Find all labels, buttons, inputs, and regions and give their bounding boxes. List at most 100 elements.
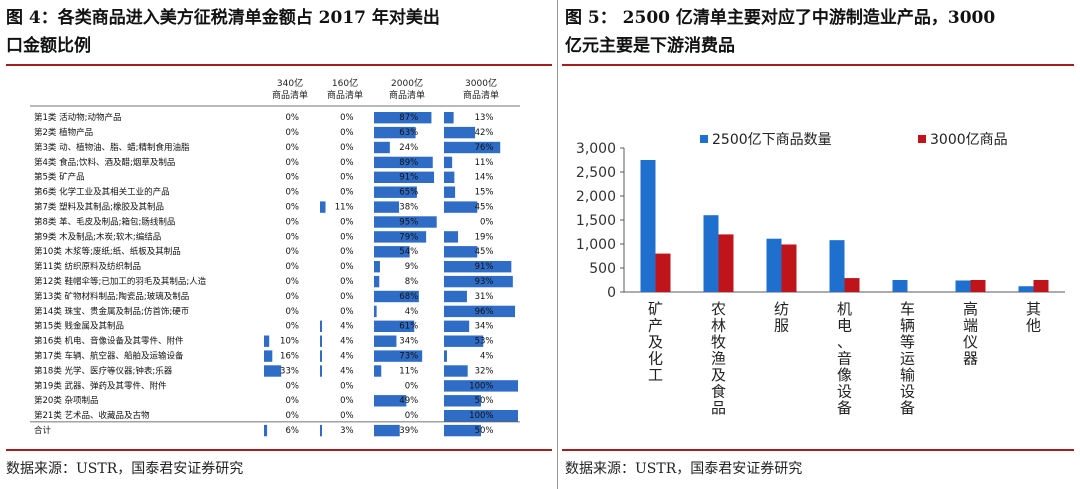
cell-value: 10% — [280, 337, 299, 347]
cell-value: 14% — [475, 173, 494, 183]
legend-label: 3000亿商品 — [930, 132, 1008, 148]
row-label: 第4类 食品;饮料、酒及醋;烟草及制品 — [34, 157, 175, 168]
cell-bar — [264, 335, 270, 347]
cell-value: 11% — [335, 203, 354, 213]
cell-value: 0% — [285, 411, 299, 421]
cell-value: 87% — [399, 113, 418, 123]
cell-value: 16% — [280, 352, 299, 362]
cell-value: 4% — [405, 307, 419, 317]
cell-value: 0% — [285, 143, 299, 153]
right-source: 数据来源：USTR，国泰君安证券研究 — [565, 461, 803, 477]
cell-value: 0% — [285, 396, 299, 406]
x-tick-label: 其他 — [1026, 300, 1041, 335]
bar — [1018, 286, 1034, 292]
cell-bar — [320, 424, 322, 437]
row-label: 第2类 植物产品 — [34, 127, 93, 138]
cell-bar — [444, 410, 518, 422]
cell-bar — [374, 141, 390, 154]
cell-value: 0% — [285, 128, 299, 138]
row-label: 第11类 纺织原料及纺织制品 — [34, 261, 141, 272]
bar — [970, 280, 986, 292]
cell-value: 32% — [475, 366, 494, 376]
cell-bar — [374, 171, 435, 183]
legend-label: 2500亿下商品数量 — [712, 132, 832, 148]
left-title-rule — [6, 64, 552, 66]
cell-bar — [444, 335, 484, 347]
cell-bar — [444, 380, 518, 392]
cell-value: 45% — [475, 247, 494, 257]
cell-value: 0% — [285, 322, 299, 332]
row-label: 第9类 木及制品;木炭;软木;编结品 — [34, 231, 161, 242]
cell-value: 91% — [475, 262, 494, 272]
cell-value: 13% — [475, 113, 494, 123]
row-label: 第17类 车辆、航空器、船舶及运输设备 — [34, 351, 184, 362]
cell-value: 53% — [475, 337, 494, 347]
right-title-rule — [562, 64, 1074, 66]
cell-bar — [374, 275, 380, 288]
row-label: 第6类 化学工业及其相关工业的产品 — [34, 187, 170, 198]
cell-bar — [374, 216, 437, 228]
cell-value: 4% — [340, 322, 354, 332]
cell-value: 0% — [340, 113, 354, 123]
cell-bar — [444, 171, 455, 183]
cell-value: 0% — [285, 381, 299, 391]
bar — [655, 253, 671, 292]
cell-value: 54% — [399, 247, 418, 257]
cell-bar — [374, 320, 415, 332]
x-tick-label: 车辆等运输设备 — [900, 300, 915, 417]
row-label: 第12类 鞋帽伞等;已加工的羽毛及其制品;人造 — [34, 276, 207, 287]
cell-bar — [320, 335, 322, 347]
cell-value: 19% — [475, 232, 494, 242]
cell-value: 79% — [399, 232, 418, 242]
cell-value: 96% — [475, 307, 494, 317]
bar — [640, 160, 656, 292]
cell-bar — [374, 350, 423, 362]
cell-value: 3% — [340, 426, 354, 436]
cell-value: 34% — [475, 322, 494, 332]
cell-value: 0% — [340, 232, 354, 242]
cell-value: 0% — [285, 247, 299, 257]
cell-value: 9% — [405, 262, 419, 272]
row-label: 第13类 矿物材料制品;陶瓷品;玻璃及制品 — [34, 291, 189, 302]
row-label: 第20类 杂项制品 — [34, 395, 99, 406]
column-header: 160亿商品清单 — [327, 77, 363, 101]
cell-value: 42% — [475, 128, 494, 138]
cell-value: 49% — [399, 396, 418, 406]
y-tick-label: 1,500 — [576, 213, 616, 229]
cell-value: 0% — [285, 232, 299, 242]
cell-value: 91% — [399, 173, 418, 183]
cell-value: 0% — [340, 292, 354, 302]
cell-bar — [444, 156, 453, 169]
cell-value: 0% — [285, 203, 299, 213]
cell-bar — [374, 156, 433, 169]
y-tick-label: 3,000 — [576, 141, 616, 157]
cell-bar — [444, 275, 513, 288]
cell-bar — [444, 112, 454, 124]
cell-value: 0% — [285, 217, 299, 227]
cell-value: 0% — [285, 173, 299, 183]
y-tick-label: 0 — [607, 285, 616, 301]
y-tick-label: 1,000 — [576, 237, 616, 253]
cell-value: 0% — [480, 217, 494, 227]
cell-value: 0% — [340, 262, 354, 272]
row-label: 第1类 活动物;动物产品 — [34, 112, 121, 123]
cell-bar — [444, 305, 516, 318]
bar — [766, 238, 782, 292]
x-tick-label: 农林牧渔及食品 — [711, 300, 726, 417]
cell-value: 0% — [340, 188, 354, 198]
cell-value: 4% — [340, 352, 354, 362]
cell-value: 4% — [340, 337, 354, 347]
cell-bar — [374, 126, 416, 139]
right-bar-chart: 2500亿下商品数量 3000亿商品 0 500 1,000 1,500 2,000 2,50… — [560, 120, 1080, 430]
cell-bar — [444, 186, 456, 198]
cell-bar — [374, 290, 419, 303]
cell-bar — [444, 231, 459, 243]
cell-value: 0% — [405, 381, 419, 391]
cell-value: 0% — [340, 381, 354, 391]
cell-bar — [444, 350, 447, 362]
cell-value: 8% — [405, 277, 419, 287]
cell-value: 73% — [399, 352, 418, 362]
cell-bar — [374, 186, 417, 198]
cell-bar — [374, 112, 432, 124]
